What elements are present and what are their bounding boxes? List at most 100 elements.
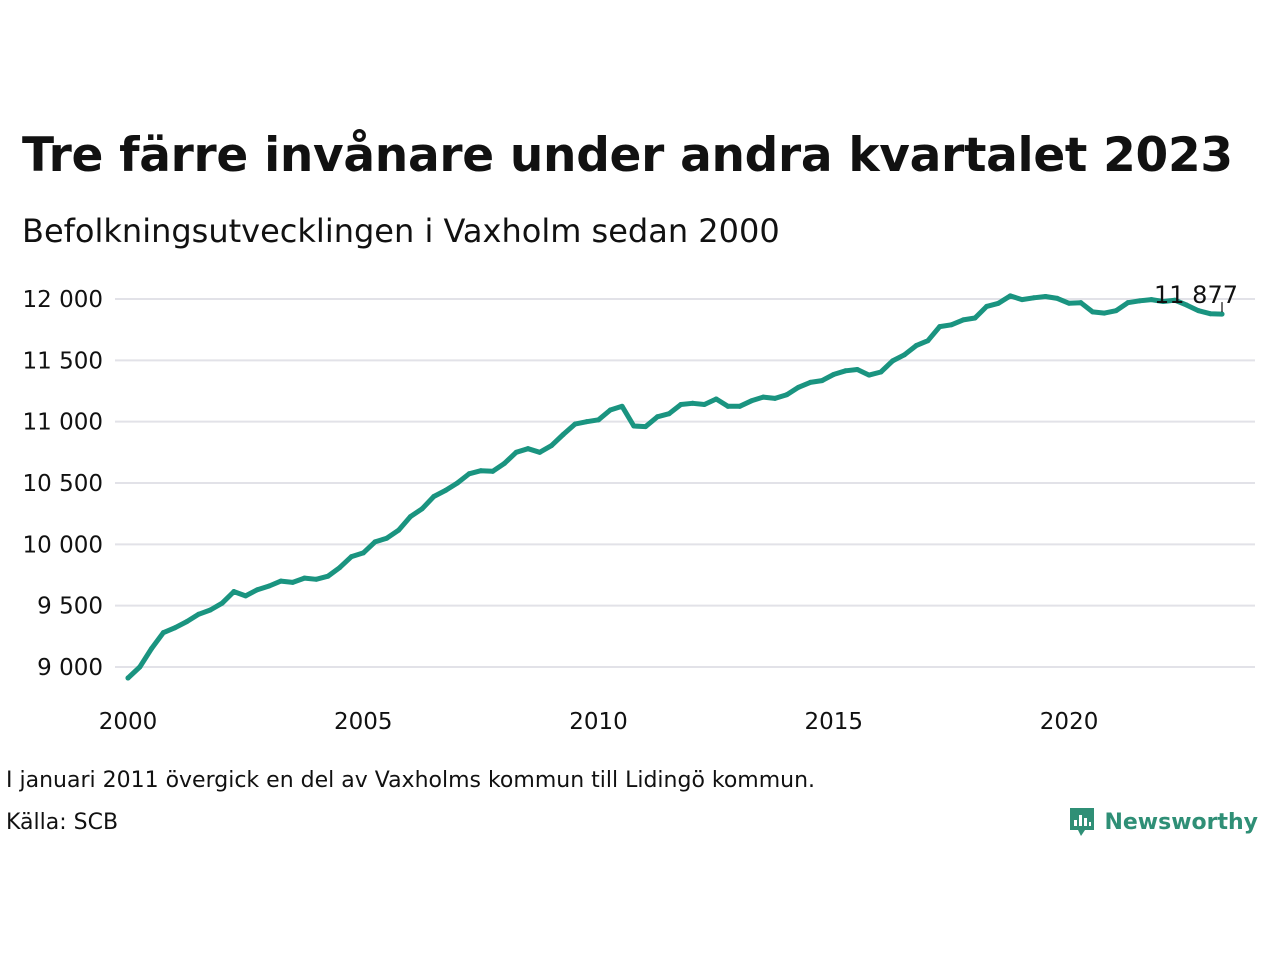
y-tick-label: 10 500 (23, 471, 103, 497)
data-point (301, 575, 307, 581)
data-point (1137, 298, 1143, 304)
data-point (231, 589, 237, 595)
data-point (384, 535, 390, 541)
data-point (560, 432, 566, 438)
data-point (737, 403, 743, 409)
data-point (548, 443, 554, 449)
data-point (396, 527, 402, 533)
data-point (419, 506, 425, 512)
data-point (1172, 297, 1178, 303)
x-tick-label: 2000 (99, 709, 158, 735)
newsworthy-logo-icon (1070, 808, 1095, 836)
data-point (1195, 308, 1201, 314)
data-point (643, 424, 649, 430)
data-point (172, 625, 178, 631)
data-point (690, 400, 696, 406)
data-point (784, 392, 790, 398)
data-point (831, 371, 837, 377)
data-point (160, 630, 166, 636)
data-point (796, 384, 802, 390)
data-point (1148, 297, 1154, 303)
source-note: Källa: SCB (6, 810, 119, 835)
data-point (490, 468, 496, 474)
data-point (313, 576, 319, 582)
data-point (678, 401, 684, 407)
data-point (584, 419, 590, 425)
series-line (125, 293, 1225, 681)
data-point (278, 578, 284, 584)
x-tick-label: 2010 (569, 709, 628, 735)
data-point (760, 394, 766, 400)
data-point (125, 675, 131, 681)
x-tick-label: 2015 (805, 709, 864, 735)
data-point (772, 395, 778, 401)
data-point (325, 573, 331, 579)
data-point (1219, 311, 1225, 317)
data-point (572, 421, 578, 427)
data-point (913, 343, 919, 349)
data-point (725, 403, 731, 409)
data-point (937, 324, 943, 330)
data-point (1031, 295, 1037, 301)
gridlines (115, 298, 1255, 668)
data-point (960, 317, 966, 323)
data-point (819, 378, 825, 384)
y-tick-label: 11 000 (23, 410, 103, 436)
data-point (713, 396, 719, 402)
data-point (948, 322, 954, 328)
data-point (184, 619, 190, 625)
data-point (854, 367, 860, 373)
data-point (596, 417, 602, 423)
data-point (513, 449, 519, 455)
data-point (1101, 310, 1107, 316)
data-point (501, 460, 507, 466)
brand-logo: Newsworthy (1068, 806, 1258, 838)
data-point (219, 600, 225, 606)
data-point (1160, 298, 1166, 304)
data-point (196, 611, 202, 617)
data-point (1090, 309, 1096, 315)
data-point (243, 593, 249, 599)
data-point (407, 514, 413, 520)
data-point (443, 487, 449, 493)
data-point (525, 446, 531, 452)
data-point (207, 607, 213, 613)
data-point (866, 372, 872, 378)
data-point (478, 468, 484, 474)
data-point (254, 587, 260, 593)
data-point (807, 379, 813, 385)
data-point (972, 315, 978, 321)
data-point (290, 579, 296, 585)
data-point (619, 403, 625, 409)
data-point (666, 411, 672, 417)
data-point (1184, 302, 1190, 308)
data-point (1043, 294, 1049, 300)
data-point (149, 646, 155, 652)
data-point (431, 493, 437, 499)
data-point (607, 407, 613, 413)
data-point (654, 414, 660, 420)
x-tick-label: 2020 (1040, 709, 1099, 735)
footnote: I januari 2011 övergick en del av Vaxhol… (6, 768, 816, 793)
data-point (372, 539, 378, 545)
data-point (701, 401, 707, 407)
end-value-label: 11 877 (1154, 281, 1238, 309)
data-point (1019, 297, 1025, 303)
data-point (337, 565, 343, 571)
y-tick-label: 12 000 (23, 287, 103, 313)
data-point (466, 471, 472, 477)
data-point (1007, 293, 1013, 299)
data-point (454, 480, 460, 486)
data-point (1113, 308, 1119, 314)
x-tick-label: 2005 (334, 709, 393, 735)
data-point (890, 358, 896, 364)
data-point (537, 449, 543, 455)
data-point (1066, 300, 1072, 306)
y-tick-label: 9 500 (37, 594, 103, 620)
data-point (1207, 311, 1213, 317)
data-point (925, 338, 931, 344)
data-point (349, 554, 355, 560)
data-point (843, 368, 849, 374)
data-point (901, 352, 907, 358)
